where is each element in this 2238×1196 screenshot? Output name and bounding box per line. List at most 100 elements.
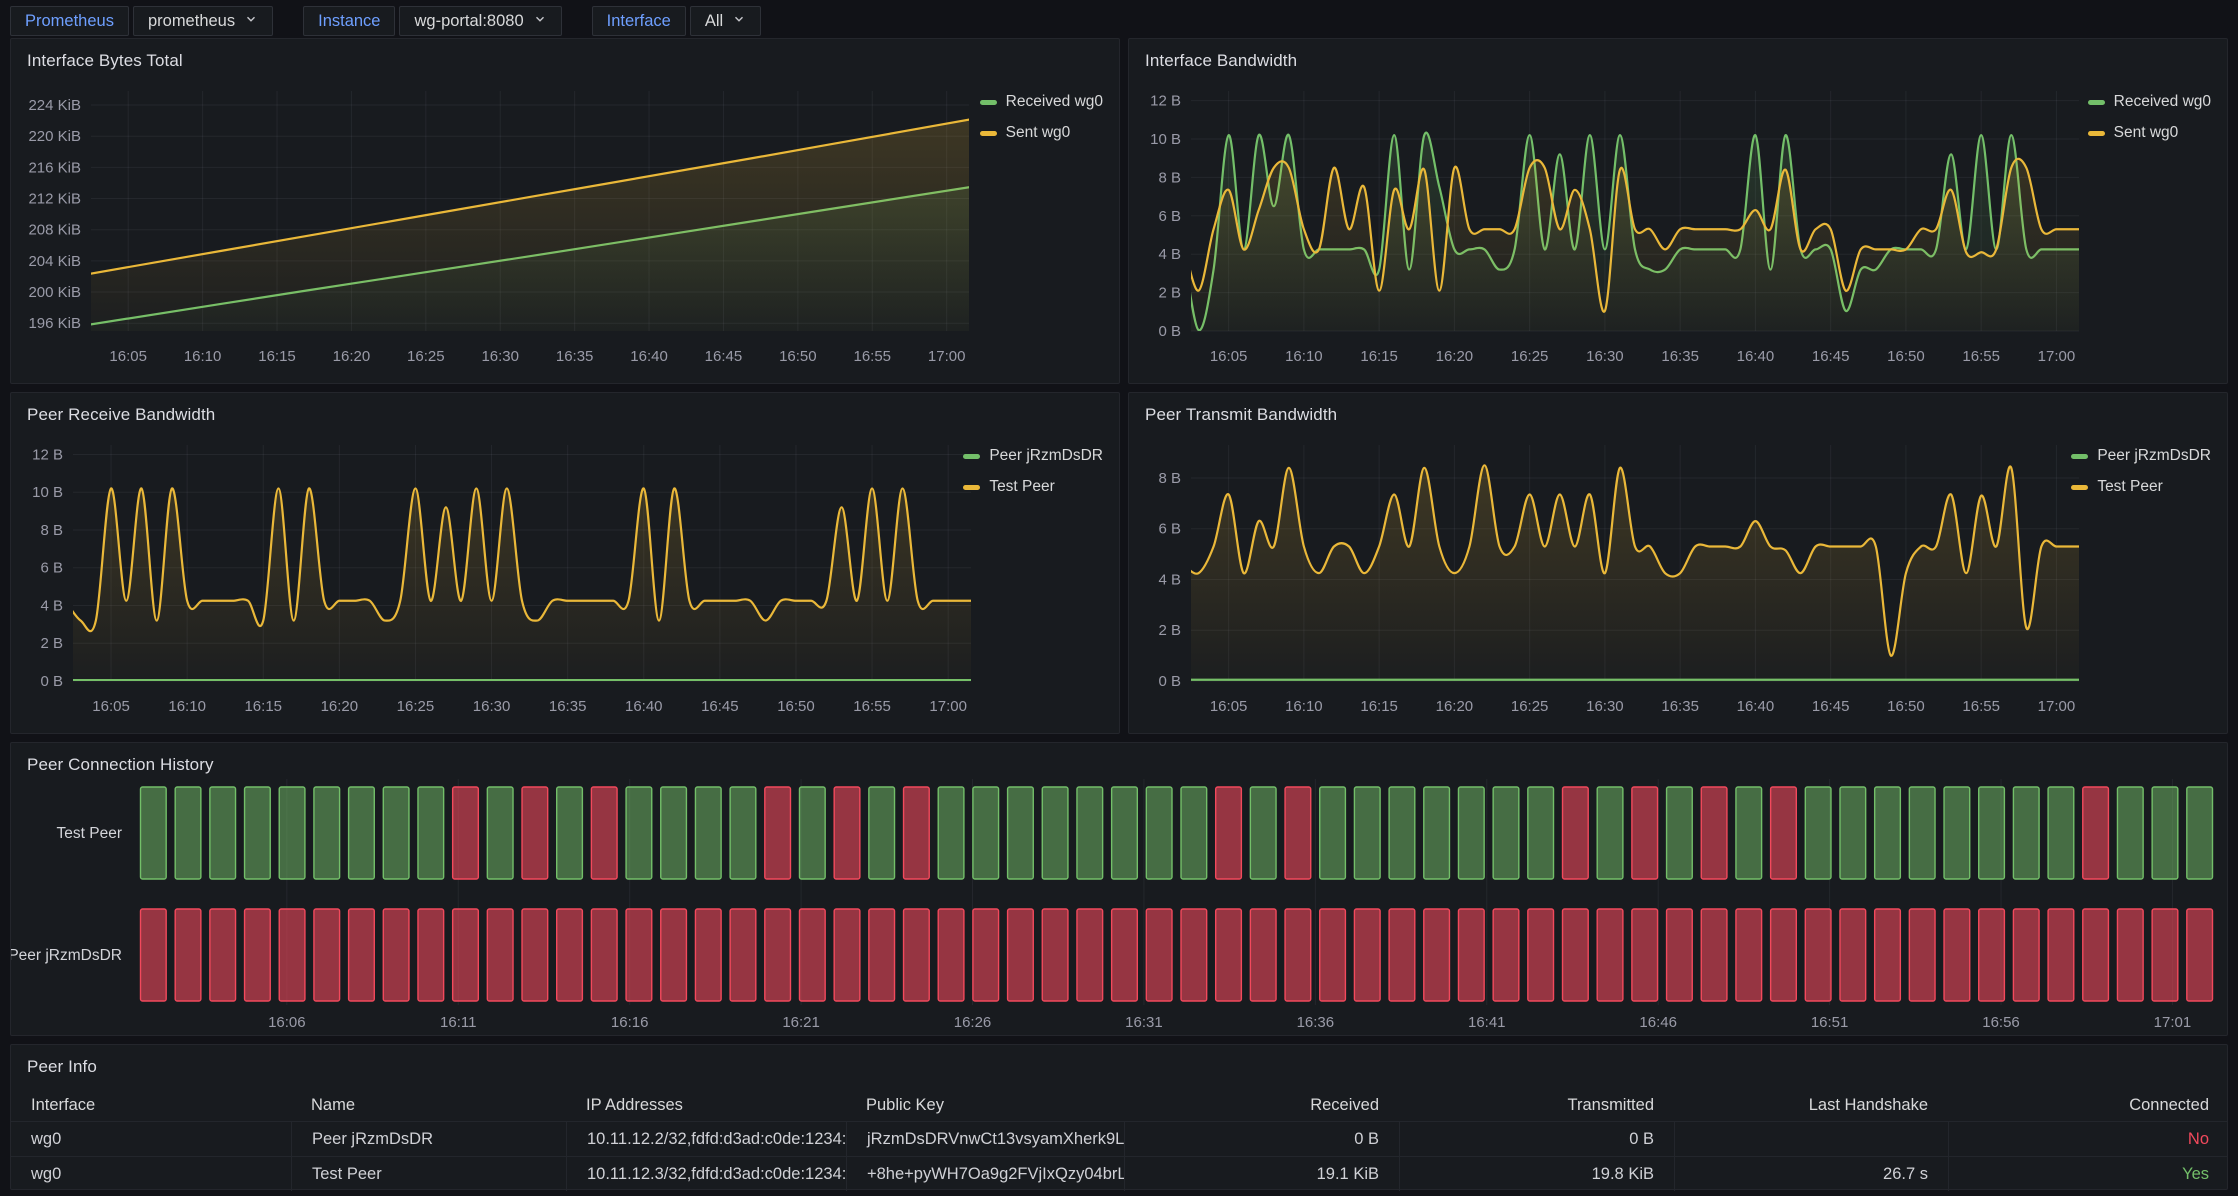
panel-title[interactable]: Peer Receive Bandwidth — [27, 405, 216, 424]
x-axis-tick: 16:50 — [1887, 348, 1925, 365]
connection-history-timeline[interactable]: 16:06 16:11 16:16 16:21 16:26 16:31 16:36 16:41… — [11, 743, 2227, 1035]
timeline-bar-disconnected — [833, 908, 861, 1002]
timeline-bar-disconnected — [1804, 908, 1832, 1002]
timeline-bar-disconnected — [1873, 908, 1902, 1002]
timeline-bar-connected — [1388, 786, 1416, 880]
legend-item-sent-wg0[interactable]: Sent wg0 — [2087, 124, 2211, 142]
x-axis-tick: 16:05 — [92, 698, 130, 715]
panel-interface-bytes-total: Interface Bytes Total 16:05 16:10 16:15 16:… — [10, 38, 1120, 384]
column-header-connected[interactable]: Connected — [2129, 1095, 2209, 1114]
chevron-down-icon — [732, 12, 746, 31]
legend-item-test-peer[interactable]: Test Peer — [963, 478, 1103, 496]
table-cell-connected: Yes — [1948, 1157, 2229, 1191]
x-axis-tick: 16:31 — [1125, 1014, 1163, 1031]
x-axis-tick: 16:30 — [1586, 348, 1624, 365]
timeline-bar-disconnected — [1561, 908, 1589, 1002]
timeline-bar-disconnected — [2082, 908, 2110, 1002]
panel-title[interactable]: Interface Bandwidth — [1145, 51, 1298, 70]
x-axis-tick: 16:11 — [440, 1014, 476, 1031]
timeline-bar-disconnected — [1284, 908, 1312, 1002]
x-axis-tick: 16:05 — [1210, 698, 1248, 715]
legend: Peer jRzmDsDR Test Peer — [2071, 447, 2211, 496]
y-axis-tick: 4 B — [40, 597, 63, 614]
interface-bandwidth-chart[interactable]: 16:05 16:10 16:15 16:20 16:25 16:30 16:35 16:40… — [1129, 39, 2227, 383]
x-axis-tick: 16:40 — [1737, 698, 1775, 715]
column-header-transmitted[interactable]: Transmitted — [1567, 1095, 1655, 1114]
column-header-interface[interactable]: Interface — [31, 1095, 96, 1114]
series-line-test-peer — [73, 487, 971, 633]
x-axis-tick: 16:35 — [1661, 698, 1699, 715]
legend-label: Sent wg0 — [1005, 124, 1071, 141]
y-axis-tick: 8 B — [40, 522, 63, 539]
timeline-bar-connected — [2151, 786, 2179, 880]
legend-item-peer-jrzmdsdr[interactable]: Peer jRzmDsDR — [963, 447, 1103, 465]
column-header-last-handshake[interactable]: Last Handshake — [1808, 1095, 1928, 1114]
panel-title[interactable]: Peer Transmit Bandwidth — [1145, 405, 1338, 424]
x-axis-tick: 16:30 — [473, 698, 511, 715]
column-header-public-key[interactable]: Public Key — [866, 1095, 944, 1114]
x-axis-tick: 16:10 — [184, 348, 222, 365]
timeline-bar-disconnected — [1145, 908, 1173, 1002]
legend-item-received-wg0[interactable]: Received wg0 — [2087, 93, 2211, 111]
timeline-bar-connected — [1596, 786, 1624, 880]
x-axis-tick: 16:41 — [1468, 1014, 1506, 1031]
variable-label-interface: Interface — [591, 6, 686, 36]
x-axis-tick: 16:50 — [1887, 698, 1925, 715]
x-axis-tick: 16:40 — [1737, 348, 1775, 365]
x-axis-tick: 16:25 — [1511, 698, 1549, 715]
variable-dropdown-instance[interactable]: wg-portal:8080 — [399, 6, 562, 36]
timeline-bar-connected — [1527, 786, 1555, 880]
table-row: wg0 Test Peer 10.11.12.3/32,fdfd:d3ad:c0de… — [11, 1156, 2227, 1191]
timeline-bar-disconnected — [313, 908, 341, 1002]
timeline-bar-disconnected — [1839, 908, 1867, 1002]
legend-label: Received wg0 — [2113, 93, 2211, 110]
timeline-bar-disconnected — [660, 908, 688, 1002]
timeline-bar-disconnected — [1561, 786, 1589, 880]
timeline-bar-disconnected — [590, 908, 618, 1002]
y-axis-tick: 0 B — [40, 673, 63, 690]
timeline-bar-disconnected — [1284, 786, 1312, 880]
timeline-bar-disconnected — [1006, 908, 1034, 1002]
peer-transmit-chart[interactable]: 16:05 16:10 16:15 16:20 16:25 16:30 16:35 16:40… — [1129, 393, 2227, 733]
timeline-bar-connected — [2012, 786, 2040, 880]
legend-item-peer-jrzmdsdr[interactable]: Peer jRzmDsDR — [2071, 447, 2211, 465]
x-axis-tick: 16:40 — [630, 348, 668, 365]
legend-item-received-wg0[interactable]: Received wg0 — [979, 93, 1103, 111]
legend: Received wg0 Sent wg0 — [979, 93, 1103, 142]
y-axis-tick: 204 KiB — [28, 253, 81, 270]
timeline-bar-disconnected — [798, 908, 826, 1002]
timeline-bar-disconnected — [2151, 908, 2179, 1002]
timeline-bar-disconnected — [902, 908, 930, 1002]
table-header-row: Interface Name IP Addresses Public Key Recei… — [11, 1089, 2227, 1121]
legend-swatch — [2087, 99, 2105, 105]
table-cell-connected: No — [1948, 1122, 2229, 1156]
variable-dropdown-prometheus[interactable]: prometheus — [132, 6, 274, 36]
legend-label: Test Peer — [989, 478, 1055, 495]
legend-label: Test Peer — [2097, 478, 2163, 495]
y-axis-tick: 6 B — [1158, 208, 1181, 225]
timeline-bar-connected — [486, 786, 514, 880]
timeline-bar-disconnected — [2082, 786, 2110, 880]
timeline-bar-disconnected — [1527, 908, 1555, 1002]
legend-item-sent-wg0[interactable]: Sent wg0 — [979, 124, 1103, 142]
y-axis-tick: 12 B — [32, 446, 63, 463]
timeline-bar-disconnected — [1457, 908, 1485, 1002]
column-header-ip-addresses[interactable]: IP Addresses — [586, 1095, 683, 1114]
x-axis-tick: 16:56 — [1982, 1014, 2020, 1031]
variable-dropdown-interface[interactable]: All — [689, 6, 762, 36]
legend-item-test-peer[interactable]: Test Peer — [2071, 478, 2211, 496]
legend-swatch — [2071, 484, 2089, 490]
timeline-bar-disconnected — [1041, 908, 1069, 1002]
panel-title[interactable]: Peer Info — [27, 1057, 97, 1076]
panel-title[interactable]: Interface Bytes Total — [27, 51, 183, 70]
column-header-received[interactable]: Received — [1310, 1095, 1379, 1114]
timeline-bar-disconnected — [2047, 908, 2075, 1002]
column-header-name[interactable]: Name — [311, 1095, 356, 1114]
panel-title[interactable]: Peer Connection History — [27, 755, 214, 774]
interface-bytes-chart[interactable]: 16:05 16:10 16:15 16:20 16:25 16:30 16:35 16:40… — [11, 39, 1119, 383]
table-cell-transmitted: 0 B — [1399, 1122, 1674, 1156]
peer-receive-chart[interactable]: 16:05 16:10 16:15 16:20 16:25 16:30 16:35 16:40… — [11, 393, 1119, 733]
y-axis-tick: 4 B — [1158, 246, 1181, 263]
legend-swatch — [963, 484, 981, 490]
x-axis-tick: 16:50 — [779, 348, 817, 365]
